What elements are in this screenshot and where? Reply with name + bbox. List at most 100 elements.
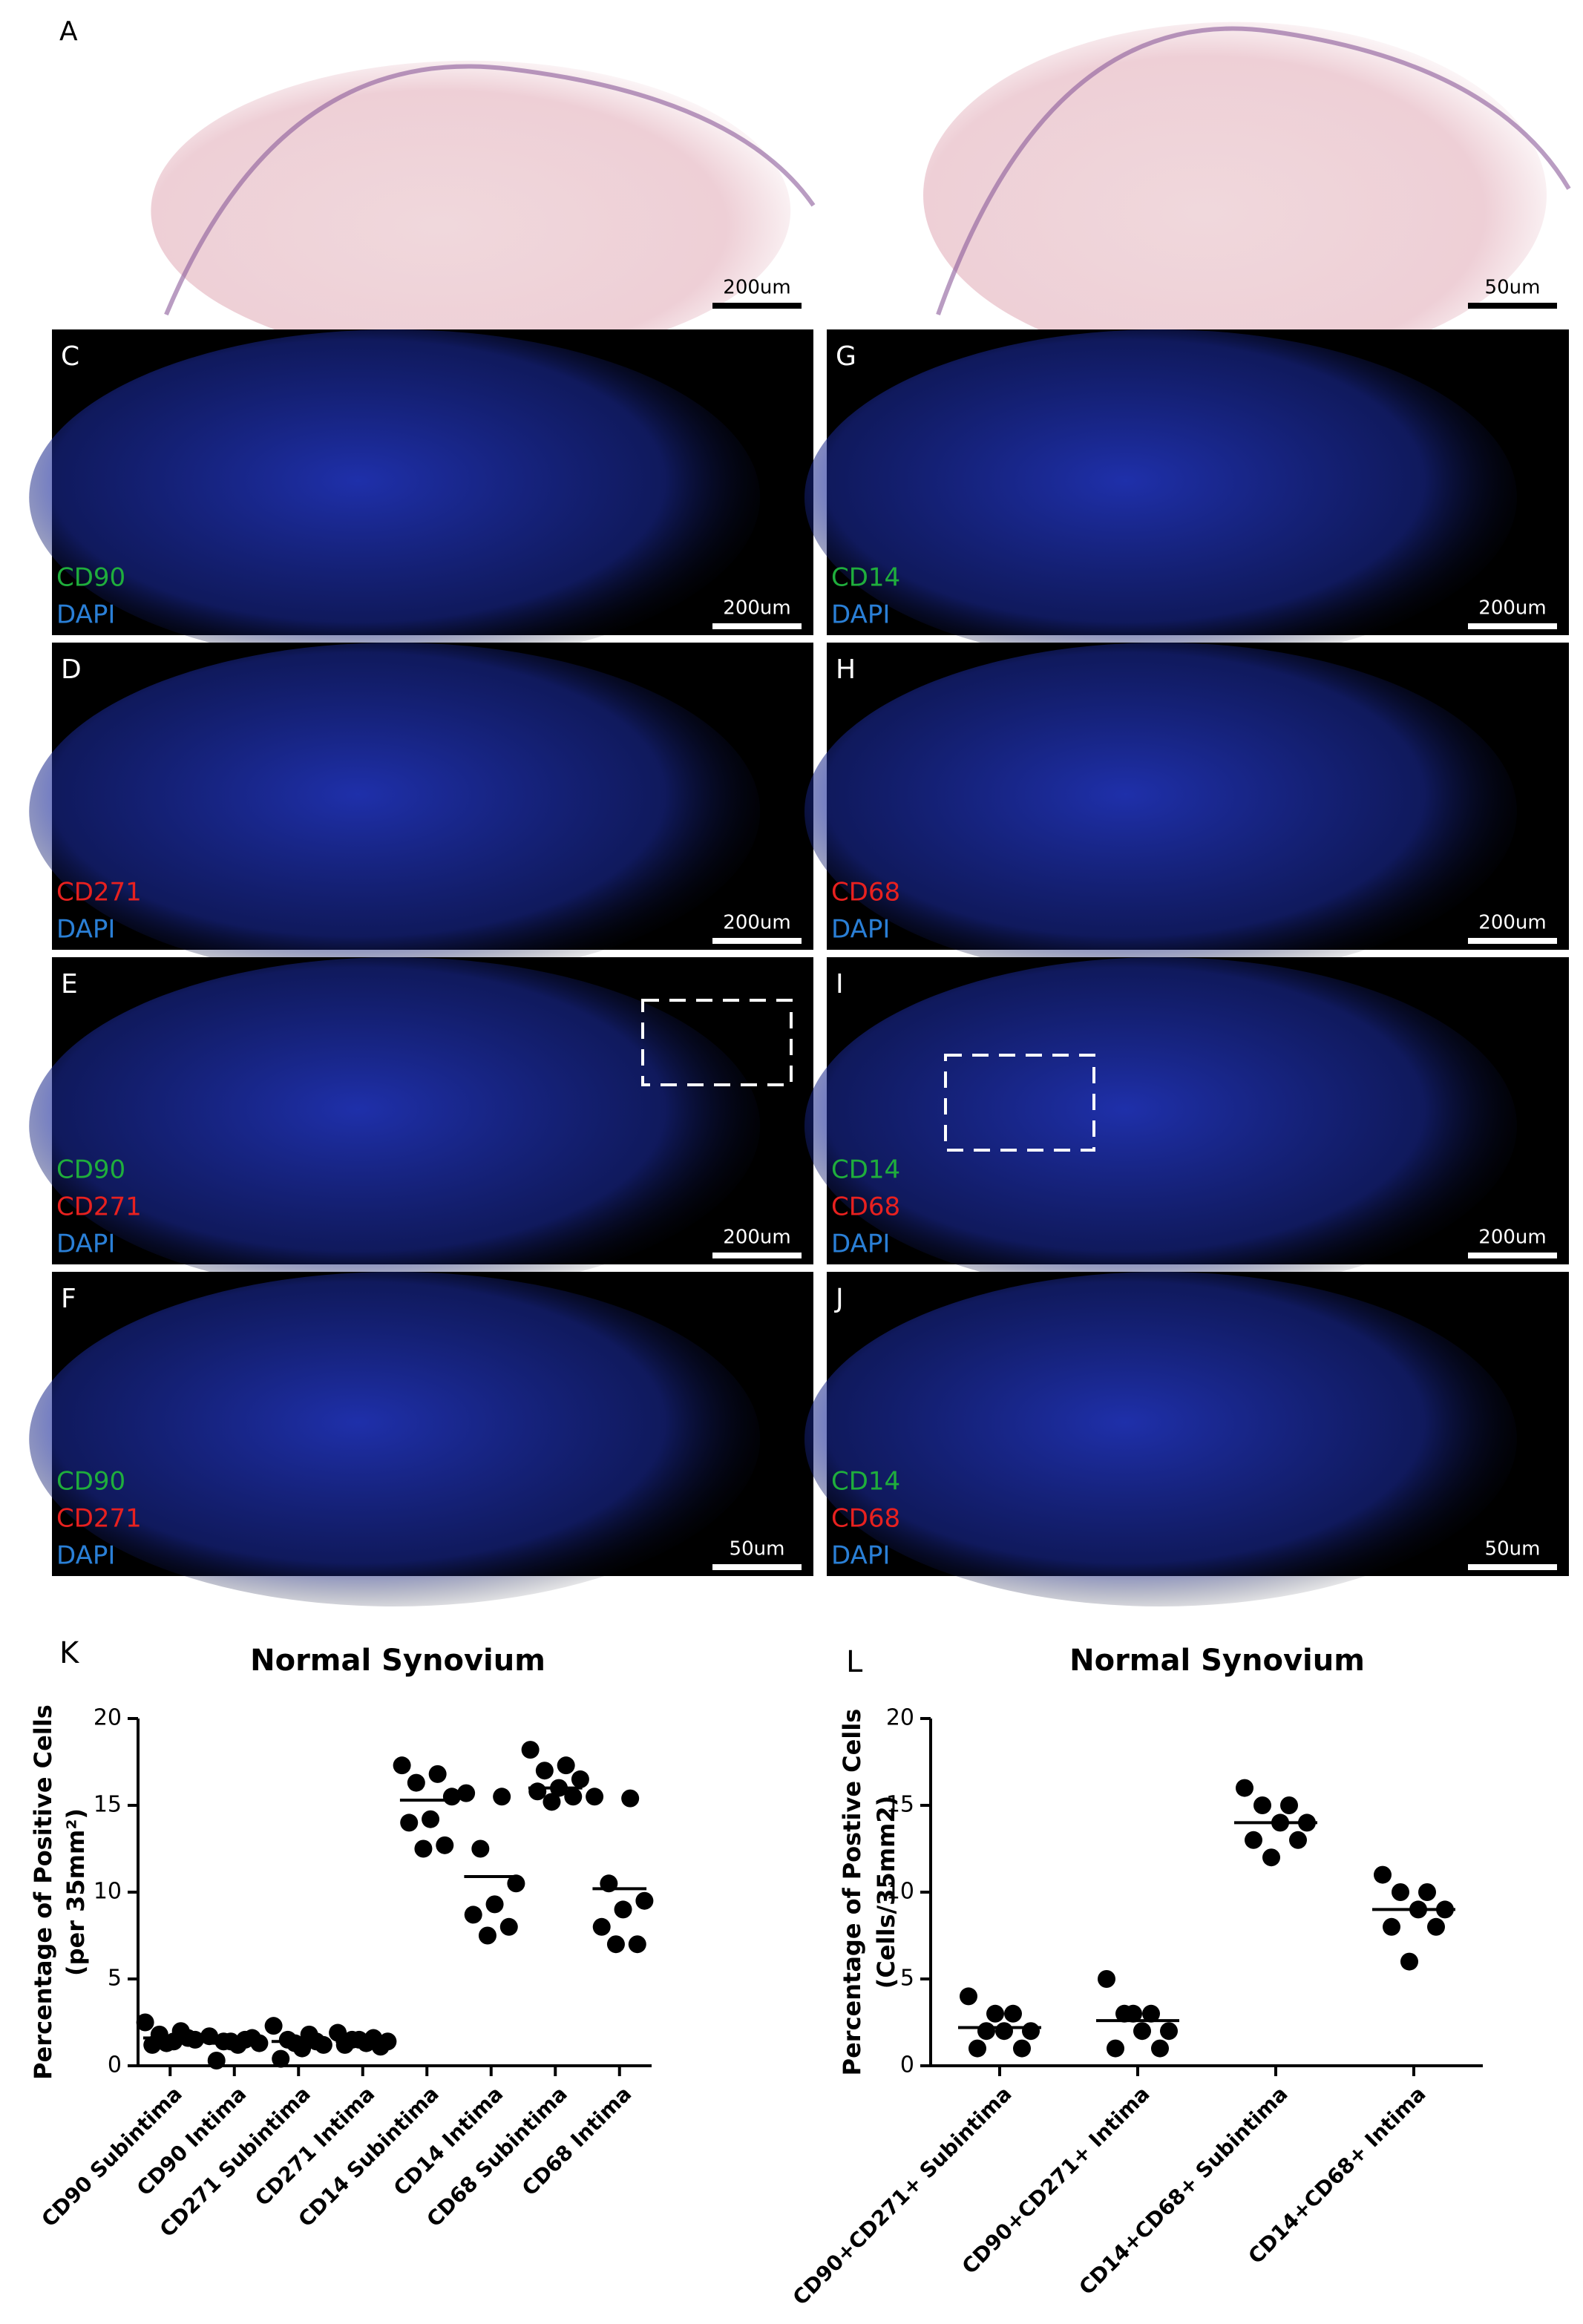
y-tick-label: 15	[886, 1792, 914, 1818]
panel-label: E	[61, 969, 78, 999]
data-point	[414, 1839, 433, 1858]
data-point	[407, 1773, 425, 1792]
tissue	[804, 1272, 1517, 1606]
panel-label: I	[836, 969, 844, 999]
data-point	[207, 2051, 226, 2069]
channel-label: DAPI	[831, 600, 890, 630]
tissue	[804, 957, 1517, 1296]
data-point	[1427, 1917, 1445, 1936]
channel-label: CD271	[56, 1192, 142, 1222]
y-axis-label: (Cells/35mm2)	[872, 1796, 900, 1989]
panel: I CD14 CD68 DAPI 200um	[804, 957, 1569, 1296]
panel-label: F	[61, 1284, 76, 1314]
panel-label: B	[834, 0, 853, 5]
data-point	[564, 1788, 583, 1806]
panel: H CD68 DAPI 200um	[804, 642, 1569, 981]
data-point	[571, 1770, 589, 1788]
data-point	[428, 1765, 447, 1783]
x-tick-label: CD14 Intima	[389, 2081, 508, 2200]
data-point	[464, 1906, 482, 1924]
data-point	[143, 2035, 162, 2054]
channel-label: CD14	[831, 1155, 900, 1185]
data-point	[1160, 2022, 1178, 2041]
data-point	[621, 1789, 640, 1808]
x-tick-label: CD90+CD271+ Subintima	[788, 2081, 1017, 2310]
channel-label: CD90	[56, 563, 125, 593]
panel: F CD90 CD271 DAPI 50um	[29, 1272, 813, 1606]
scale-label: 200um	[1478, 912, 1546, 934]
data-point	[478, 1926, 496, 1945]
data-point	[485, 1895, 504, 1914]
data-point	[350, 2030, 368, 2049]
channel-label: CD68	[831, 1192, 900, 1222]
panel: J CD14 CD68 DAPI 50um	[804, 1272, 1569, 1606]
channel-label: DAPI	[56, 1230, 115, 1259]
data-point	[1098, 1970, 1115, 1988]
scale-label: 200um	[723, 277, 790, 299]
y-axis-label: (per 35mm²)	[62, 1808, 90, 1976]
channel-label: CD68	[831, 1504, 900, 1534]
data-point	[136, 2013, 154, 2032]
data-point	[1383, 1917, 1400, 1936]
data-point	[1400, 1952, 1418, 1971]
y-tick-label: 0	[108, 2052, 122, 2078]
y-tick-label: 10	[94, 1879, 122, 1905]
tissue	[804, 642, 1517, 981]
panel: B 50um	[827, 0, 1571, 369]
tissue	[29, 957, 761, 1296]
scale-label: 50um	[730, 1538, 785, 1560]
data-point	[1133, 2022, 1151, 2041]
data-point	[557, 1756, 575, 1775]
y-tick-label: 20	[886, 1705, 914, 1731]
data-point	[969, 2039, 986, 2058]
channel-label: CD14	[831, 563, 900, 593]
data-point	[471, 1839, 490, 1858]
data-point	[1253, 1796, 1271, 1814]
channel-label: CD68	[831, 878, 900, 907]
data-point	[1013, 2039, 1031, 2058]
data-point	[1124, 2004, 1142, 2023]
data-point	[264, 2017, 283, 2035]
data-point	[1236, 1779, 1253, 1797]
chart-title: Normal Synovium	[250, 1644, 545, 1678]
tissue	[804, 329, 1517, 666]
data-point	[272, 2049, 290, 2068]
data-point	[507, 1874, 525, 1893]
panel-label: J	[834, 1284, 844, 1314]
channel-label: CD271	[56, 1504, 142, 1534]
data-point	[457, 1784, 476, 1802]
data-point	[436, 1836, 454, 1854]
data-point	[1022, 2022, 1040, 2041]
data-point	[521, 1741, 540, 1759]
y-tick-label: 10	[886, 1879, 914, 1905]
panel: A 200um	[52, 16, 816, 361]
y-tick-label: 5	[900, 1966, 914, 1992]
scale-label: 50um	[1485, 277, 1541, 299]
data-point	[986, 2004, 1004, 2023]
panel-label: C	[61, 341, 79, 372]
scale-label: 50um	[1485, 1538, 1541, 1560]
data-point	[1245, 1831, 1262, 1849]
data-point	[422, 1810, 440, 1828]
channel-label: CD90	[56, 1155, 125, 1185]
data-point	[995, 2022, 1013, 2041]
data-point	[493, 1788, 511, 1806]
roi-box	[944, 1054, 1095, 1152]
panel-label: D	[61, 654, 82, 685]
data-point	[286, 2034, 304, 2052]
data-point	[592, 1917, 611, 1936]
data-point	[1418, 1883, 1436, 1901]
scale-label: 200um	[723, 912, 790, 934]
panel: D CD271 DAPI 200um	[29, 642, 813, 981]
data-point	[628, 1935, 646, 1954]
scale-label: 200um	[723, 597, 790, 620]
y-axis-label: Percentage of Postive Cells	[838, 1709, 866, 2076]
data-point	[221, 2032, 240, 2051]
y-tick-label: 15	[94, 1792, 122, 1818]
scale-label: 200um	[1478, 1227, 1546, 1249]
channel-label: CD271	[56, 878, 142, 907]
data-point	[393, 1756, 411, 1775]
data-point	[400, 1813, 419, 1832]
